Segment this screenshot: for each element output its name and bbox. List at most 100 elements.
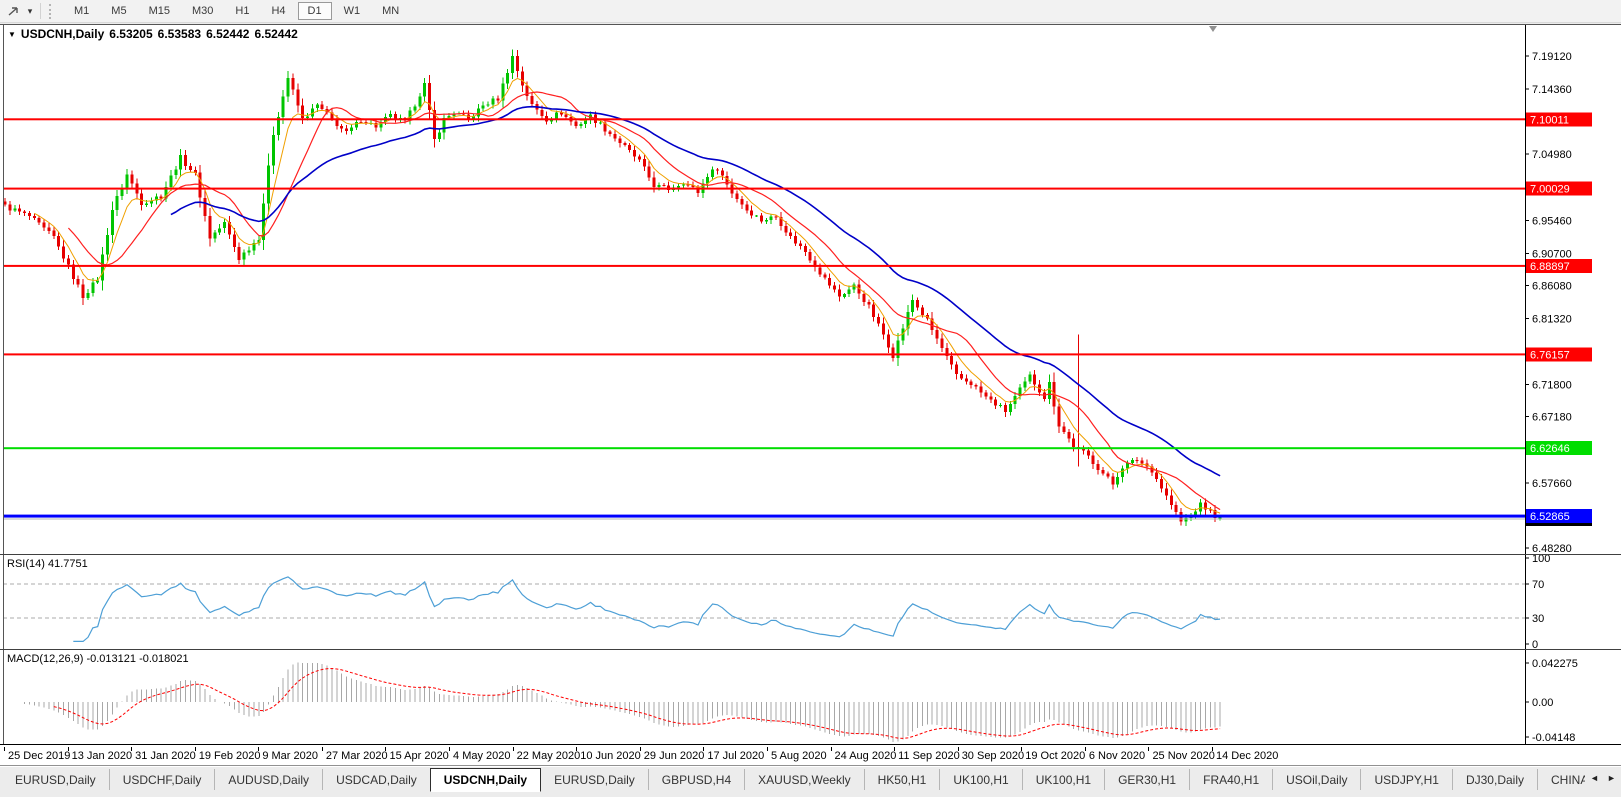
- macd-scale-label: -0.04148: [1532, 732, 1575, 744]
- date-label: 10 Jun 2020: [580, 750, 641, 762]
- chart-tabs-bar: EURUSD,Daily USDCHF,Daily AUDUSD,Daily USDC…: [0, 765, 1621, 792]
- price-tick-label: 6.48280: [1532, 543, 1572, 555]
- horizontal-line[interactable]: [3, 447, 1525, 450]
- chart-tab-xauusd-weekly[interactable]: XAUUSD,Weekly: [744, 769, 863, 790]
- timeframe-button-mn[interactable]: MN: [372, 2, 409, 20]
- date-label: 15 Apr 2020: [389, 750, 449, 762]
- date-tick: [131, 747, 133, 751]
- chart-tab-audusd-daily[interactable]: AUDUSD,Daily: [214, 769, 322, 790]
- timeframe-button-m5[interactable]: M5: [101, 2, 136, 20]
- chart-tab-uk100-h1[interactable]: UK100,H1: [1021, 769, 1104, 790]
- date-label: 9 Mar 2020: [262, 750, 318, 762]
- svg-text:6.76157: 6.76157: [1530, 349, 1570, 361]
- price-axis[interactable]: 7.19120 7.14360 7.04980 6.95460 6.90700 6.860…: [1525, 24, 1592, 745]
- chart-tab-hk50-h1[interactable]: HK50,H1: [863, 769, 940, 790]
- chart-tab-eurusd-daily[interactable]: EURUSD,Daily: [554, 772, 635, 787]
- price-tick-label: 7.04980: [1532, 149, 1572, 161]
- price-tick-label: 6.90700: [1532, 248, 1572, 260]
- slow-ma-line: [170, 105, 1221, 477]
- timeframe-toolbar: ▾ M1 M5 M15 M30 H1 H4 D1 W1 MN: [0, 0, 1621, 23]
- chart-tab-dj30-daily[interactable]: DJ30,Daily: [1451, 769, 1537, 790]
- rsi-scale-label: 30: [1532, 613, 1544, 625]
- date-tick: [1021, 747, 1023, 751]
- price-line-label: 6.88897: [1526, 258, 1592, 273]
- svg-text:7.00029: 7.00029: [1530, 184, 1570, 196]
- price-tick-label: 6.57660: [1532, 478, 1572, 490]
- price-line-label: 6.52865: [1526, 509, 1592, 524]
- horizontal-line[interactable]: [3, 353, 1525, 356]
- chart-shift-marker[interactable]: [1209, 26, 1217, 32]
- date-label: 11 Sep 2020: [898, 750, 960, 762]
- date-tick: [1212, 747, 1214, 751]
- price-tick-label: 7.14360: [1532, 84, 1572, 96]
- chart-tab-usdcnh-daily[interactable]: USDCNH,Daily: [429, 768, 542, 792]
- chart-tab-eurusd-daily[interactable]: EURUSD,Daily: [15, 772, 96, 787]
- macd-scale-label: 0.042275: [1532, 658, 1578, 670]
- date-label: 22 May 2020: [516, 750, 581, 762]
- chart-tab-uk100-h1[interactable]: UK100,H1: [939, 769, 1021, 790]
- date-label: 6 Nov 2020: [1088, 750, 1146, 762]
- date-tick: [1084, 747, 1086, 751]
- svg-text:6.88897: 6.88897: [1530, 261, 1570, 273]
- timeframe-buttons: M1 M5 M15 M30 H1 H4 D1 W1 MN: [63, 2, 410, 20]
- tabs-scroll-left-button[interactable]: ◄: [1587, 771, 1602, 786]
- svg-text:7.10011: 7.10011: [1530, 114, 1569, 126]
- toolbar-grip[interactable]: [49, 3, 55, 19]
- date-label: 17 Jul 2020: [707, 750, 765, 762]
- chart-tab-ger30-h1[interactable]: GER30,H1: [1104, 769, 1189, 790]
- chart-tab-usdjpy-h1[interactable]: USDJPY,H1: [1360, 769, 1451, 790]
- chart-tab-china300-h1[interactable]: CHINA300,H1: [1537, 769, 1585, 790]
- date-label: 14 Dec 2020: [1216, 750, 1279, 762]
- horizontal-line[interactable]: [3, 118, 1525, 121]
- chart-tab-fra40-h1[interactable]: FRA40,H1: [1189, 769, 1272, 790]
- date-tick: [766, 747, 768, 751]
- arrow-glyph: [8, 7, 18, 16]
- horizontal-line[interactable]: [3, 187, 1525, 190]
- timeframe-button-w1[interactable]: W1: [334, 2, 371, 20]
- rsi-pane: 100 70 30 0: [3, 553, 1550, 651]
- date-label: 13 Jan 2020: [71, 750, 133, 762]
- date-label: 24 Aug 2020: [834, 750, 897, 762]
- svg-text:6.52865: 6.52865: [1530, 511, 1570, 523]
- timeframe-button-d1[interactable]: D1: [297, 2, 332, 20]
- rsi-scale-label: 100: [1532, 553, 1550, 565]
- timeframe-button-h4[interactable]: H4: [261, 2, 295, 20]
- date-label: 29 Jun 2020: [643, 750, 705, 762]
- toolbar-separator: [40, 3, 41, 19]
- date-label: 4 May 2020: [453, 750, 511, 762]
- macd-pane: 0.042275 0.00 -0.04148: [24, 658, 1578, 744]
- price-chart-canvas[interactable]: 7.19120 7.14360 7.04980 6.95460 6.90700 6.860…: [0, 24, 1621, 747]
- timeframe-button-m1[interactable]: M1: [64, 2, 99, 20]
- date-tick: [258, 747, 260, 751]
- horizontal-line[interactable]: [3, 514, 1525, 518]
- date-tick: [639, 747, 641, 751]
- timeframe-button-m30[interactable]: M30: [182, 2, 223, 20]
- date-tick: [449, 747, 451, 751]
- price-tick-label: 6.67180: [1532, 412, 1572, 424]
- svg-text:6.62646: 6.62646: [1530, 443, 1570, 455]
- horizontal-line[interactable]: [3, 264, 1525, 267]
- chart-tab-usdcad-daily[interactable]: USDCAD,Daily: [322, 769, 430, 790]
- date-axis[interactable]: 25 Dec 2019 13 Jan 2020 31 Jan 2020 19 Feb …: [0, 747, 1621, 765]
- date-tick: [321, 747, 323, 751]
- tab-scroll-controls: ◄ ►: [1587, 771, 1619, 786]
- date-tick: [385, 747, 387, 751]
- tabs-scroll-right-button[interactable]: ►: [1604, 771, 1619, 786]
- rsi-scale-label: 0: [1532, 639, 1538, 651]
- collapse-caret-icon[interactable]: ▼: [8, 29, 16, 39]
- date-tick: [1148, 747, 1150, 751]
- mid-ma-line: [67, 91, 1221, 511]
- date-tick: [512, 747, 514, 751]
- chart-tab-usoil-daily[interactable]: USOil,Daily: [1272, 769, 1360, 790]
- date-label: 5 Aug 2020: [770, 750, 827, 762]
- timeframe-button-m15[interactable]: M15: [139, 2, 180, 20]
- chart-tab-usdchf-daily[interactable]: USDCHF,Daily: [108, 769, 215, 790]
- date-tick: [830, 747, 832, 751]
- dropdown-caret-icon[interactable]: ▾: [27, 5, 33, 16]
- macd-histogram: [24, 662, 1221, 742]
- chart-tab-gbpusd-h4[interactable]: GBPUSD,H4: [647, 769, 744, 790]
- date-tick: [4, 747, 5, 751]
- chart-scroll-icon[interactable]: [4, 2, 24, 20]
- price-tick-label: 7.19120: [1532, 51, 1572, 63]
- timeframe-button-h1[interactable]: H1: [225, 2, 259, 20]
